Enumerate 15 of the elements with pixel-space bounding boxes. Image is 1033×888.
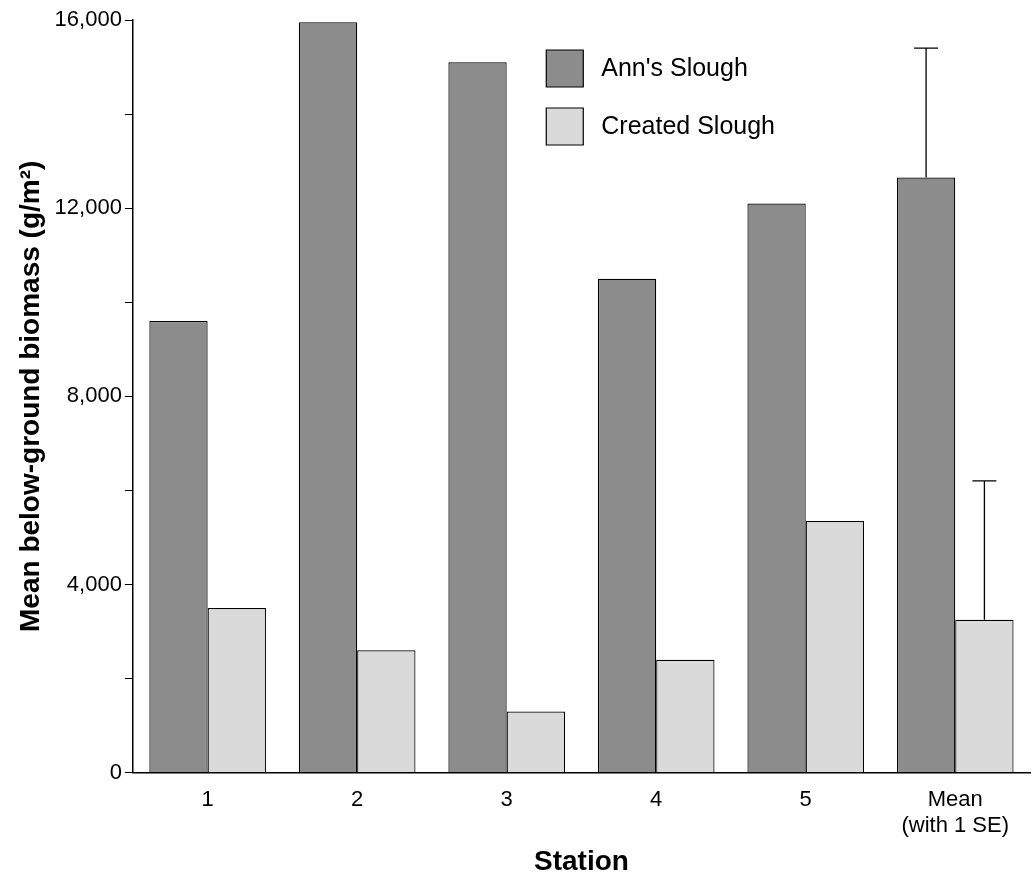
x-tick-label: 4 [650,785,663,811]
y-axis-title: Mean below-ground biomass (g/m²) [13,160,45,632]
x-axis-title: Station [534,844,629,876]
y-tick-label: 4,000 [66,570,122,596]
x-tick-label: 5 [799,785,812,811]
x-tick-label: 2 [351,785,364,811]
y-tick-label: 0 [109,758,122,784]
y-tick-label: 12,000 [54,194,122,220]
x-tick-label: Mean (with 1 SE) [901,785,1010,838]
x-tick-label: 1 [201,785,214,811]
y-tick-label: 16,000 [54,6,122,32]
legend-label: Created Slough [601,110,775,139]
legend-label: Ann's Slough [601,52,748,81]
x-tick-label: 3 [500,785,513,811]
y-tick-label: 8,000 [66,382,122,408]
